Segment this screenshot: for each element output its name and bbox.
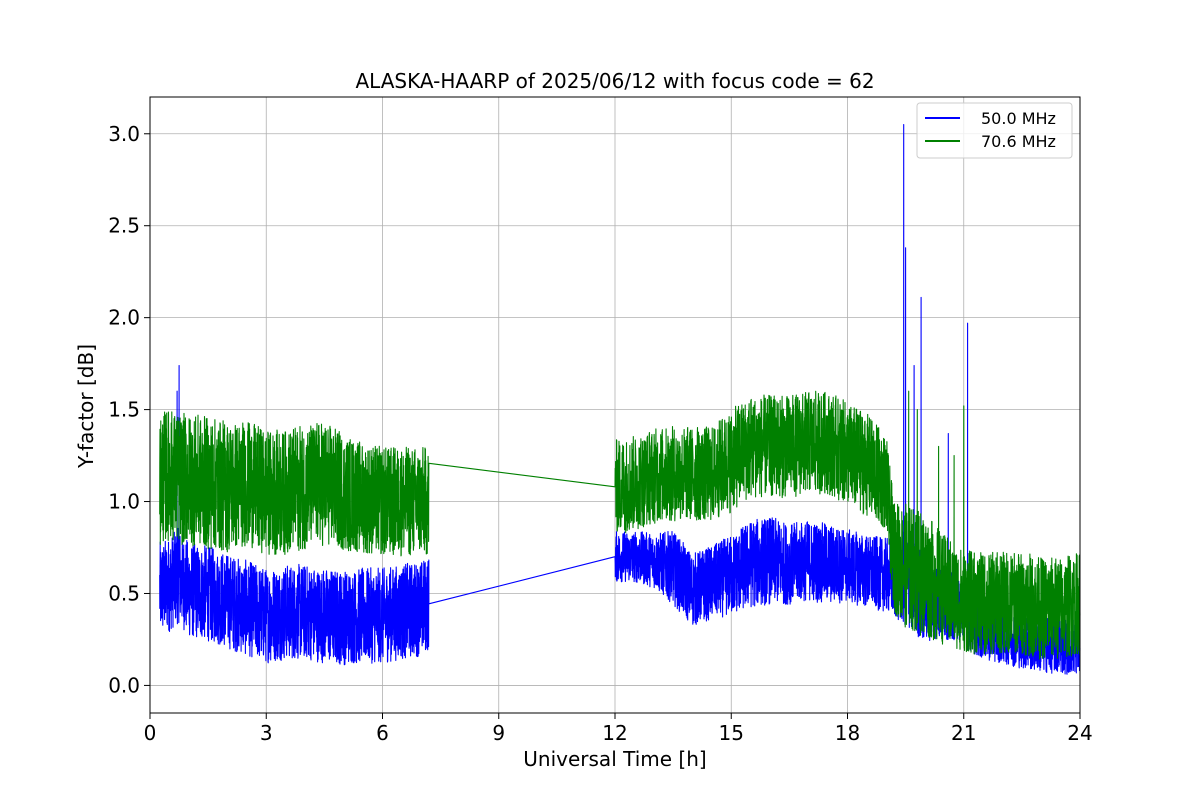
y-tick-label: 1.0 [108,490,140,514]
x-tick-label: 18 [835,721,860,745]
chart-title: ALASKA-HAARP of 2025/06/12 with focus co… [355,69,874,93]
x-tick-label: 12 [602,721,627,745]
x-tick-label: 15 [719,721,744,745]
y-tick-label: 0.5 [108,581,140,605]
plot-series [159,124,1081,675]
series-line [159,390,1081,660]
x-tick-label: 3 [260,721,273,745]
legend-label: 70.6 MHz [981,132,1056,151]
legend-label: 50.0 MHz [981,109,1056,128]
y-tick-label: 2.5 [108,214,140,238]
x-tick-label: 21 [951,721,976,745]
ticks: 0 3 6 9 12 15 18 21 24 0.0 0.5 1.0 1.5 2.0 2.5 3.0 [108,122,1093,745]
x-tick-label: 24 [1067,721,1092,745]
x-tick-label: 6 [376,721,389,745]
x-tick-label: 0 [144,721,157,745]
y-axis-title: Y-factor [dB] [74,344,98,469]
x-axis-title: Universal Time [h] [523,747,706,771]
legend-box [916,102,1073,159]
y-tick-label: 1.5 [108,398,140,422]
y-tick-label: 2.0 [108,306,140,330]
y-tick-label: 0.0 [108,673,140,697]
x-tick-label: 9 [492,721,505,745]
y-tick-label: 3.0 [108,122,140,146]
legend: 50.0 MHz 70.6 MHz [916,102,1073,159]
